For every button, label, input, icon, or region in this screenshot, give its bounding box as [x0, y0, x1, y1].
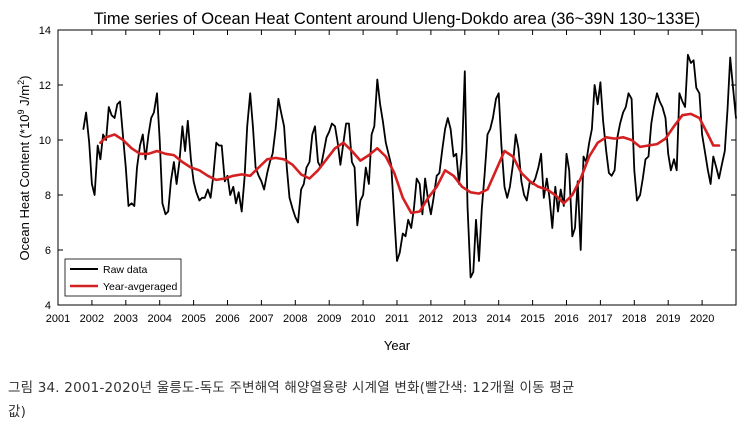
x-axis-label: Year [384, 338, 411, 353]
legend-label-raw: Raw data [103, 264, 148, 276]
x-axis-ticks: 2001 2002 2003 2004 2005 2006 2007 2008 2009 2010… [46, 30, 714, 325]
x-tick-label: 2004 [147, 313, 171, 325]
caption-line-2: 값) [8, 404, 27, 420]
x-tick-label: 2008 [283, 313, 307, 325]
x-tick-label: 2001 [46, 313, 70, 325]
x-tick-label: 2016 [554, 313, 578, 325]
legend-box [64, 258, 182, 297]
x-tick-label: 2020 [690, 313, 714, 325]
x-tick-label: 2012 [419, 313, 443, 325]
x-tick-label: 2014 [486, 313, 510, 325]
legend-label-avg: Year-avgeraged [103, 281, 177, 293]
y-tick-label: 14 [39, 25, 51, 37]
x-tick-label: 2013 [453, 313, 477, 325]
legend: Raw data Year-avgeraged [64, 258, 182, 297]
ocean-heat-chart: Time series of Ocean Heat Content around… [16, 10, 737, 353]
y-tick-label: 10 [39, 135, 51, 147]
figure-caption: 그림 34. 2001-2020년 울릉도-독도 주변해역 해양열용량 시계열 … [8, 376, 752, 424]
series-line-raw-data [82, 53, 737, 279]
series-lines [82, 53, 737, 279]
x-tick-label: 2019 [656, 313, 680, 325]
x-tick-label: 2002 [80, 313, 104, 325]
x-tick-label: 2015 [520, 313, 544, 325]
caption-line-1: 그림 34. 2001-2020년 울릉도-독도 주변해역 해양열용량 시계열 … [8, 380, 575, 396]
series-line-year-averaged [99, 112, 721, 215]
y-tick-label: 12 [39, 80, 51, 92]
x-tick-label: 2003 [114, 313, 138, 325]
chart-title: Time series of Ocean Heat Content around… [94, 10, 701, 28]
y-axis-ticks: 4 6 8 10 12 14 [39, 25, 736, 312]
x-tick-label: 2006 [215, 313, 239, 325]
x-tick-label: 2009 [317, 313, 341, 325]
x-tick-label: 2018 [622, 313, 646, 325]
x-tick-label: 2017 [588, 313, 612, 325]
y-tick-label: 6 [45, 245, 51, 257]
x-tick-label: 2007 [249, 313, 273, 325]
x-tick-label: 2011 [385, 313, 409, 325]
x-tick-label: 2005 [181, 313, 205, 325]
y-axis-label: Ocean Heat Content (*109 J/m2) [16, 76, 32, 261]
y-tick-label: 4 [45, 300, 51, 312]
x-tick-label: 2010 [351, 313, 375, 325]
y-tick-label: 8 [45, 190, 51, 202]
